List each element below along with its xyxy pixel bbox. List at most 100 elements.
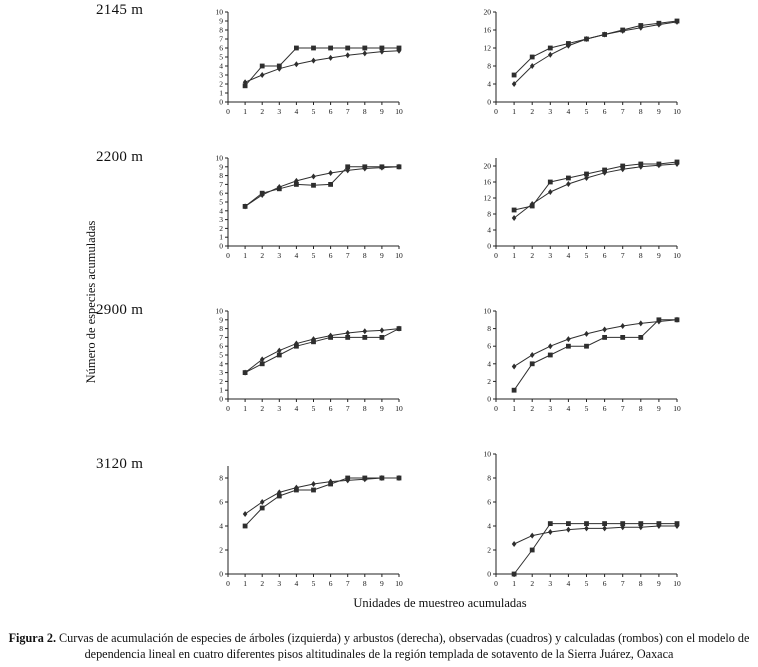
svg-text:1: 1 — [512, 404, 516, 413]
svg-text:0: 0 — [219, 242, 223, 251]
svg-text:1: 1 — [219, 386, 223, 395]
chart-arbustos-2900: 0 2 4 6 8 10 0 1 2 3 4 5 6 7 8 9 10 — [484, 307, 682, 414]
svg-text:1: 1 — [219, 89, 223, 98]
svg-text:4: 4 — [487, 226, 491, 235]
svg-text:3: 3 — [277, 404, 281, 413]
svg-text:10: 10 — [484, 307, 492, 316]
svg-text:5: 5 — [585, 404, 589, 413]
svg-text:1: 1 — [243, 107, 247, 116]
svg-text:16: 16 — [484, 26, 492, 35]
svg-text:10: 10 — [673, 251, 681, 260]
svg-text:0: 0 — [487, 98, 491, 107]
svg-text:9: 9 — [219, 162, 223, 171]
svg-text:9: 9 — [219, 315, 223, 324]
svg-text:3: 3 — [277, 579, 281, 588]
svg-text:3: 3 — [548, 251, 552, 260]
svg-text:8: 8 — [639, 251, 643, 260]
svg-text:9: 9 — [380, 107, 384, 116]
svg-text:4: 4 — [295, 579, 299, 588]
svg-text:9: 9 — [380, 251, 384, 260]
svg-text:8: 8 — [219, 26, 223, 35]
svg-text:8: 8 — [363, 579, 367, 588]
svg-text:6: 6 — [329, 107, 333, 116]
svg-text:2: 2 — [219, 224, 223, 233]
svg-text:0: 0 — [226, 404, 230, 413]
chart-arbustos-3120: 0 2 4 6 8 10 0 1 2 3 4 5 6 7 8 9 10 — [484, 450, 682, 589]
caption-label: Figura 2. — [8, 631, 56, 645]
svg-text:9: 9 — [380, 404, 384, 413]
svg-text:0: 0 — [494, 404, 498, 413]
svg-text:3: 3 — [548, 404, 552, 413]
svg-text:3: 3 — [277, 107, 281, 116]
svg-text:8: 8 — [487, 474, 491, 483]
svg-text:4: 4 — [219, 62, 223, 71]
svg-text:10: 10 — [395, 251, 403, 260]
svg-text:1: 1 — [243, 579, 247, 588]
elevation-label-3120: 3120 m — [96, 456, 144, 472]
svg-text:10: 10 — [395, 579, 403, 588]
svg-text:5: 5 — [312, 579, 316, 588]
x-axis-label: Unidades de muestreo acumuladas — [353, 596, 527, 610]
svg-text:7: 7 — [219, 35, 223, 44]
svg-text:9: 9 — [380, 579, 384, 588]
y-axis-label: Número de especies acumuladas — [84, 220, 98, 384]
svg-text:10: 10 — [395, 107, 403, 116]
svg-text:0: 0 — [494, 579, 498, 588]
svg-text:2: 2 — [260, 251, 264, 260]
svg-text:6: 6 — [329, 251, 333, 260]
svg-text:0: 0 — [226, 107, 230, 116]
svg-text:8: 8 — [639, 404, 643, 413]
svg-text:6: 6 — [603, 404, 607, 413]
svg-text:5: 5 — [219, 53, 223, 62]
svg-text:7: 7 — [346, 404, 350, 413]
svg-text:2: 2 — [260, 107, 264, 116]
svg-text:7: 7 — [219, 180, 223, 189]
svg-text:5: 5 — [585, 579, 589, 588]
svg-text:6: 6 — [487, 342, 491, 351]
svg-text:9: 9 — [657, 251, 661, 260]
svg-text:9: 9 — [219, 17, 223, 26]
svg-text:5: 5 — [219, 351, 223, 360]
svg-text:1: 1 — [512, 579, 516, 588]
svg-text:1: 1 — [512, 107, 516, 116]
svg-text:0: 0 — [487, 242, 491, 251]
svg-text:4: 4 — [567, 107, 571, 116]
svg-text:8: 8 — [363, 251, 367, 260]
svg-text:20: 20 — [484, 162, 492, 171]
svg-text:0: 0 — [494, 107, 498, 116]
svg-text:3: 3 — [548, 579, 552, 588]
svg-text:7: 7 — [219, 333, 223, 342]
svg-text:3: 3 — [219, 215, 223, 224]
svg-text:0: 0 — [219, 395, 223, 404]
svg-text:2: 2 — [530, 251, 534, 260]
svg-text:8: 8 — [219, 171, 223, 180]
svg-text:10: 10 — [395, 404, 403, 413]
svg-text:7: 7 — [621, 107, 625, 116]
svg-text:0: 0 — [487, 395, 491, 404]
svg-text:5: 5 — [585, 107, 589, 116]
svg-text:3: 3 — [277, 251, 281, 260]
svg-text:6: 6 — [329, 579, 333, 588]
svg-text:2: 2 — [487, 546, 491, 555]
svg-text:6: 6 — [219, 498, 223, 507]
chart-arboles-3120: 0 2 4 6 8 0 1 2 3 4 5 6 7 8 9 10 — [219, 466, 403, 588]
svg-text:4: 4 — [567, 579, 571, 588]
svg-text:1: 1 — [243, 404, 247, 413]
svg-text:8: 8 — [487, 210, 491, 219]
svg-text:6: 6 — [219, 44, 223, 53]
svg-text:10: 10 — [216, 154, 224, 163]
svg-text:5: 5 — [585, 251, 589, 260]
svg-text:9: 9 — [657, 404, 661, 413]
svg-text:4: 4 — [567, 404, 571, 413]
svg-text:0: 0 — [226, 251, 230, 260]
svg-text:8: 8 — [639, 107, 643, 116]
svg-text:4: 4 — [295, 251, 299, 260]
svg-text:1: 1 — [243, 251, 247, 260]
svg-text:10: 10 — [484, 450, 492, 459]
svg-text:2: 2 — [219, 80, 223, 89]
svg-text:4: 4 — [487, 80, 491, 89]
